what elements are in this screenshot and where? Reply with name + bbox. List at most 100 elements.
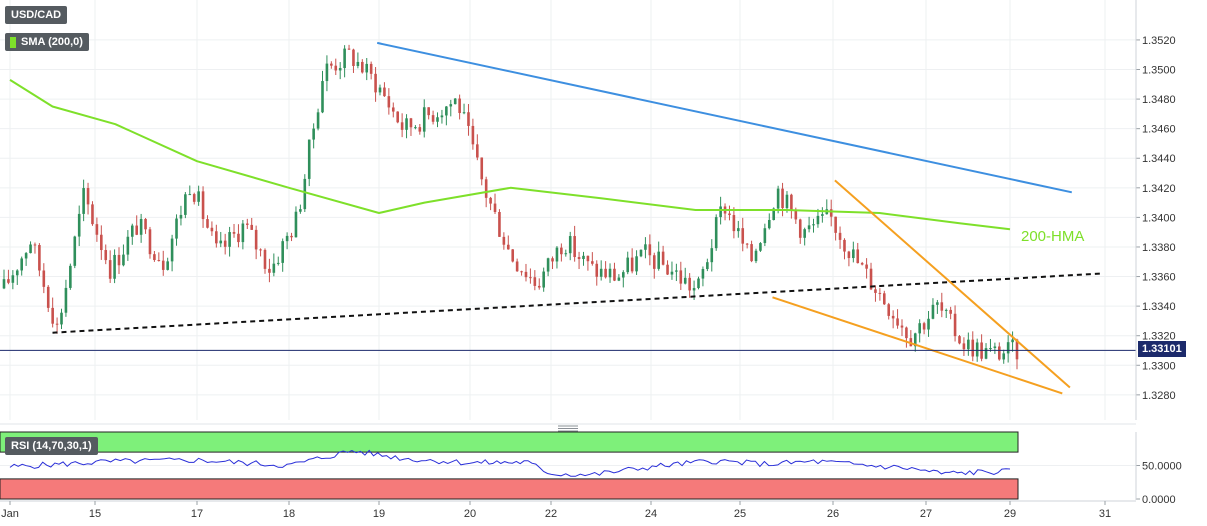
candle-body [613, 268, 616, 281]
candle-body [33, 244, 37, 246]
price-axis: 1.3280 1.3300 1.3320 1.3340 1.3360 1.3380 1.34… [1136, 35, 1176, 402]
candle-body [927, 318, 930, 330]
candle-body [228, 232, 231, 247]
candle-body [560, 247, 563, 255]
candle-body [272, 263, 276, 273]
candle-body [130, 225, 134, 237]
candle-body [865, 264, 868, 269]
candle-body [259, 249, 262, 251]
candle-body [405, 118, 408, 130]
candle-body [325, 63, 329, 82]
candle-body [891, 315, 895, 319]
candle-body [975, 342, 979, 357]
candle-body [374, 73, 377, 93]
indicator-badge[interactable]: SMA (200,0) [5, 33, 89, 51]
candle-body [622, 272, 625, 278]
candle-body [414, 127, 417, 129]
candle-body [445, 106, 448, 116]
candle-body [263, 249, 267, 269]
candle-body [577, 257, 581, 260]
candle-body [86, 188, 90, 205]
candle-body [604, 268, 607, 278]
candle-body [652, 255, 656, 269]
candle-body [241, 223, 245, 243]
candle-body [900, 325, 904, 328]
candle-body [476, 144, 479, 158]
candle-body [462, 112, 466, 114]
candle-body [639, 249, 643, 257]
candle-body [73, 236, 77, 266]
candle-body [285, 235, 289, 242]
candle-body [153, 254, 156, 261]
candle-body [962, 343, 966, 350]
last-price-tag: 1.33101 [1138, 341, 1186, 357]
support-trendline [52, 272, 1101, 334]
candle-body [166, 261, 169, 270]
candle-body [352, 49, 355, 66]
hma-label: 200-HMA [1021, 228, 1084, 245]
price-tick-label: 1.3500 [1142, 65, 1176, 77]
candle-body [679, 270, 683, 284]
candle-body [20, 258, 23, 271]
rsi-badge[interactable]: RSI (14,70,30,1) [5, 437, 98, 455]
candle-body [568, 236, 572, 254]
candle-body [564, 253, 568, 255]
price-tick-label: 1.3280 [1142, 390, 1176, 402]
candle-body [843, 239, 846, 252]
candle-body [383, 87, 386, 97]
candle-body [944, 309, 948, 311]
price-tick-label: 1.3400 [1142, 212, 1176, 224]
candle-body [347, 48, 351, 50]
time-tick-label: 17 [191, 508, 203, 520]
rsi-tick-label: 50.0000 [1142, 461, 1182, 473]
candle-body [307, 139, 311, 179]
candle-body [905, 327, 908, 339]
candle-body [480, 157, 484, 180]
candle-body [998, 346, 1001, 360]
candle-body [511, 249, 515, 262]
candle-body [582, 255, 585, 260]
time-tick-label: 18 [283, 508, 295, 520]
candle-body [767, 219, 771, 229]
candle-body [551, 258, 554, 262]
candle-body [15, 270, 19, 276]
candle-body [201, 191, 205, 220]
candle-body [316, 112, 320, 129]
candle-body [958, 336, 961, 344]
candle-body [860, 263, 864, 265]
candle-body [675, 270, 678, 272]
candle-body [7, 279, 10, 283]
candle-body [812, 224, 815, 226]
candle-body [2, 279, 6, 289]
candle-body [626, 257, 630, 273]
candle-body [82, 188, 85, 214]
candle-body [409, 118, 413, 128]
main-plot-area[interactable] [0, 0, 1136, 420]
panel-resize-handle[interactable] [558, 425, 578, 432]
rsi-line [9, 449, 1011, 477]
rsi-axis: 0.0000 50.0000 [1136, 461, 1182, 506]
candle-body [330, 63, 333, 66]
candle-body [683, 277, 687, 284]
candle-body [630, 257, 634, 272]
candle-body [882, 293, 886, 305]
candle-body [157, 260, 161, 262]
candle-body [661, 251, 665, 265]
time-tick-label: 31 [1099, 508, 1111, 520]
candle-body [387, 96, 391, 108]
candle-body [573, 236, 576, 258]
candle-body [343, 48, 346, 69]
candle-body [55, 323, 59, 325]
candle-body [281, 241, 284, 263]
candle-body [533, 277, 537, 286]
candle-body [838, 232, 842, 240]
time-tick-label: 29 [1004, 508, 1016, 520]
candle-body [60, 312, 63, 325]
candle-body [436, 117, 439, 122]
symbol-badge[interactable]: USD/CAD [5, 6, 68, 24]
candle-body [122, 254, 125, 266]
candle-body [294, 211, 298, 238]
candle-body [498, 211, 501, 237]
candle-body [918, 323, 921, 334]
